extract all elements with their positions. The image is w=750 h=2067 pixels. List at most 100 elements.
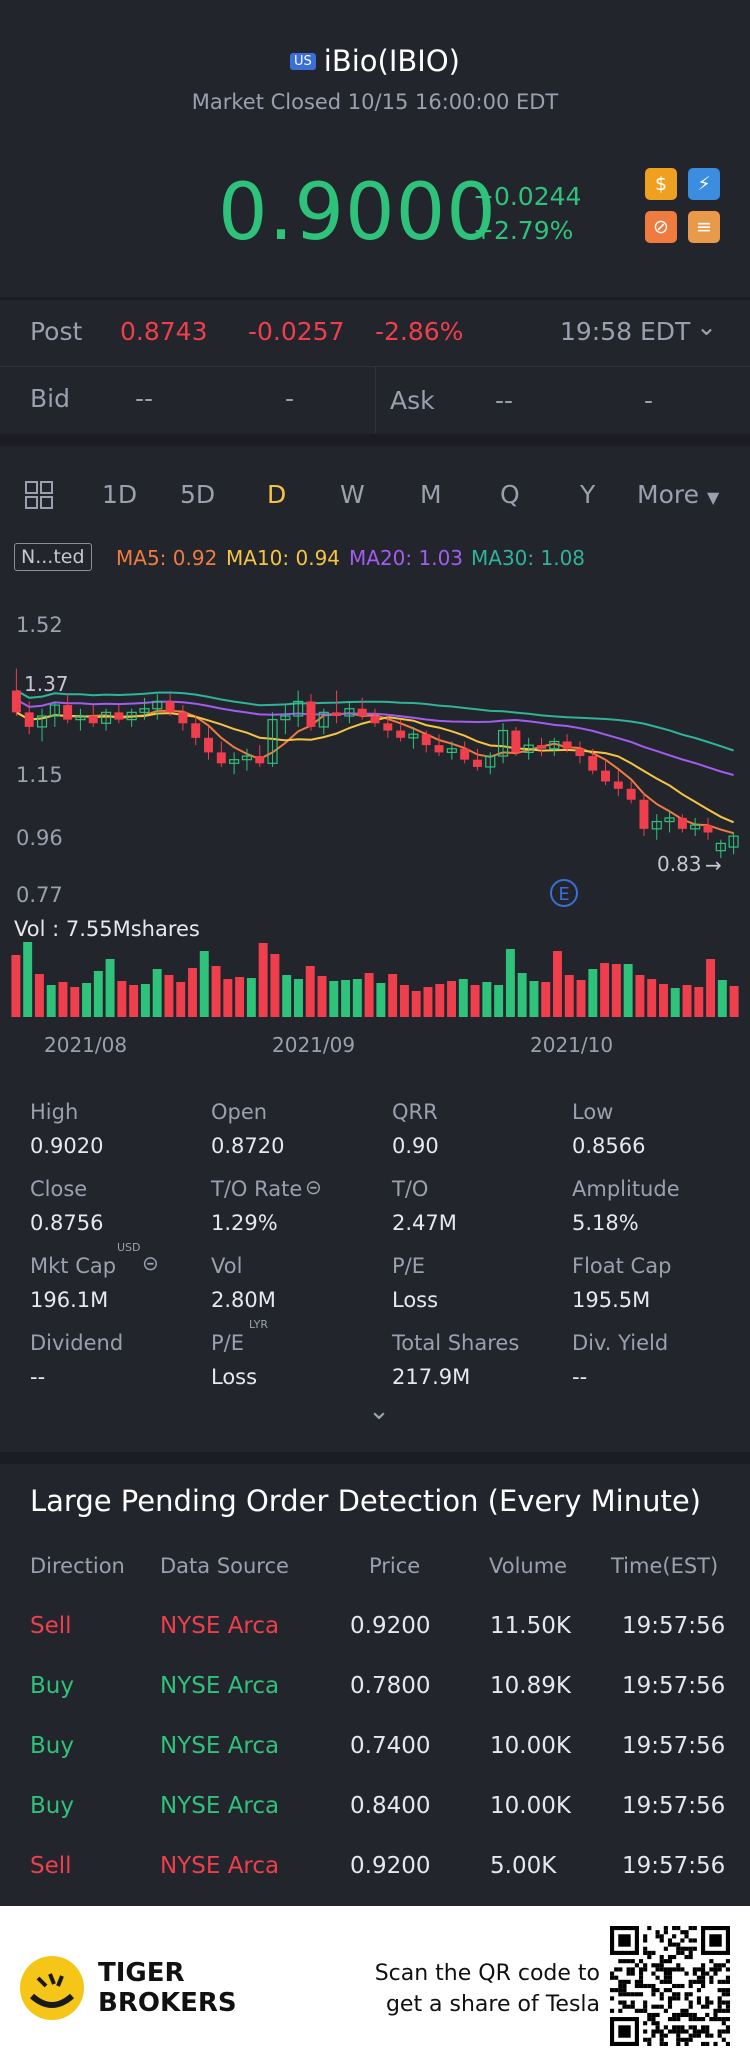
candle xyxy=(293,700,304,717)
volume-label: Vol : 7.55Mshares xyxy=(14,917,200,941)
stat-label: QRR xyxy=(392,1100,438,1124)
volume-bar xyxy=(670,988,680,1017)
volume-bar xyxy=(164,975,174,1017)
brand-line-1: TIGER xyxy=(98,1958,185,1988)
ask-price: -- xyxy=(495,386,514,415)
ma10-label: MA10: 0.94 xyxy=(226,546,341,570)
volume-bar xyxy=(211,966,221,1017)
volume-bar xyxy=(23,942,33,1017)
candle xyxy=(204,737,213,753)
candle xyxy=(49,704,60,717)
volume-bar xyxy=(258,943,268,1017)
post-change-pct: -2.86% xyxy=(375,317,464,346)
lightning-icon[interactable]: ⚡ xyxy=(688,168,720,200)
volume-bar xyxy=(70,987,80,1017)
stack-icon[interactable]: ≡ xyxy=(688,211,720,243)
candle xyxy=(75,715,86,721)
stat-label: T/O xyxy=(392,1177,429,1201)
volume-bar xyxy=(458,979,468,1017)
ma5-label: MA5: 0.92 xyxy=(116,546,218,570)
candle xyxy=(100,711,112,724)
volume-bar xyxy=(223,979,233,1017)
candle xyxy=(11,690,21,713)
stat-value: 196.1M xyxy=(30,1288,109,1312)
volume-bar xyxy=(494,985,504,1017)
info-icon[interactable]: ⊝ xyxy=(305,1175,322,1199)
lyr-superscript: LYR xyxy=(249,1318,269,1331)
post-market-row[interactable]: Post 0.8743 -0.0257 -2.86% 19:58 EDT ⌄ xyxy=(0,300,750,366)
adjust-toggle[interactable]: N...ted xyxy=(14,543,92,571)
order-price: 0.7800 xyxy=(350,1673,431,1699)
candle xyxy=(549,740,560,750)
candle xyxy=(421,734,431,746)
stat-value: 195.5M xyxy=(572,1288,651,1312)
tab-y[interactable]: Y xyxy=(580,480,596,509)
volume-bar xyxy=(717,980,727,1017)
layout-grid-icon[interactable] xyxy=(24,480,54,510)
candle xyxy=(588,756,598,771)
right-price-marker: 0.83 xyxy=(657,852,702,876)
col-volume: Volume xyxy=(489,1554,568,1578)
volume-bar xyxy=(176,982,186,1017)
stat-label: Dividend xyxy=(30,1331,124,1355)
volume-bar xyxy=(341,980,351,1017)
candle xyxy=(114,712,124,720)
tab-q[interactable]: Q xyxy=(500,480,520,509)
candlestick-chart[interactable]: 1.52 1.15 0.96 0.77 1.37 0.83 → E Vol : … xyxy=(0,595,750,1065)
tab-d[interactable]: D xyxy=(267,480,287,509)
info-icon[interactable]: ⊝ xyxy=(142,1251,159,1275)
price-change-pct: +2.79% xyxy=(473,216,574,245)
stat-label: High xyxy=(30,1100,79,1124)
col-price: Price xyxy=(369,1554,421,1578)
stat-label: Mkt Cap xyxy=(30,1254,117,1278)
candle xyxy=(383,723,393,731)
volume-bar xyxy=(576,980,586,1017)
stat-value: -- xyxy=(30,1365,46,1389)
candle xyxy=(703,825,713,833)
dollar-icon[interactable]: $ xyxy=(645,168,677,200)
volume-bar xyxy=(152,969,162,1017)
order-direction: Buy xyxy=(30,1733,74,1759)
volume-bar xyxy=(529,981,539,1017)
volume-bar xyxy=(658,984,668,1017)
order-volume: 10.89K xyxy=(490,1673,571,1699)
x-axis-label: 2021/09 xyxy=(272,1033,355,1057)
tab-5d[interactable]: 5D xyxy=(180,480,216,509)
brand-line-2: BROKERS xyxy=(98,1988,237,2018)
ma5-line xyxy=(15,709,734,835)
earnings-event-marker xyxy=(550,879,578,907)
stock-title: iBio(IBIO) xyxy=(323,44,460,78)
stat-label: Div. Yield xyxy=(572,1331,669,1355)
volume-bar xyxy=(364,973,374,1017)
stat-value: Loss xyxy=(392,1288,439,1312)
candle xyxy=(139,708,150,713)
stat-value: 2.80M xyxy=(211,1288,276,1312)
stat-label: Float Cap xyxy=(572,1254,672,1278)
candle xyxy=(472,759,482,767)
volume-bar xyxy=(46,985,56,1017)
volume-bar xyxy=(199,951,209,1017)
tab-m[interactable]: M xyxy=(420,480,442,509)
orders-title: Large Pending Order Detection (Every Min… xyxy=(30,1484,701,1518)
tiger-logo-icon xyxy=(20,1956,84,2020)
ma20-label: MA20: 1.03 xyxy=(349,546,464,570)
chevron-down-icon[interactable]: ⌄ xyxy=(696,312,717,341)
tab-1d[interactable]: 1D xyxy=(102,480,138,509)
tab-more[interactable]: More ▼ xyxy=(637,480,719,509)
candle xyxy=(728,835,739,848)
candle xyxy=(639,799,649,829)
candle xyxy=(255,756,265,764)
expand-chevron-icon[interactable]: ⌄ xyxy=(368,1396,390,1426)
candle xyxy=(152,700,163,710)
volume-bar xyxy=(105,959,115,1017)
no-short-icon[interactable]: ⊘ xyxy=(645,211,677,243)
bid-ask-row: Bid -- - Ask -- - xyxy=(0,367,750,433)
candle xyxy=(562,741,572,749)
volume-bar xyxy=(305,966,315,1017)
candle xyxy=(191,723,201,738)
order-source: NYSE Arca xyxy=(160,1673,280,1699)
qr-code[interactable] xyxy=(610,1926,730,2046)
y-tick-label: 1.15 xyxy=(16,763,63,787)
tab-w[interactable]: W xyxy=(340,480,365,509)
candle xyxy=(434,745,444,753)
